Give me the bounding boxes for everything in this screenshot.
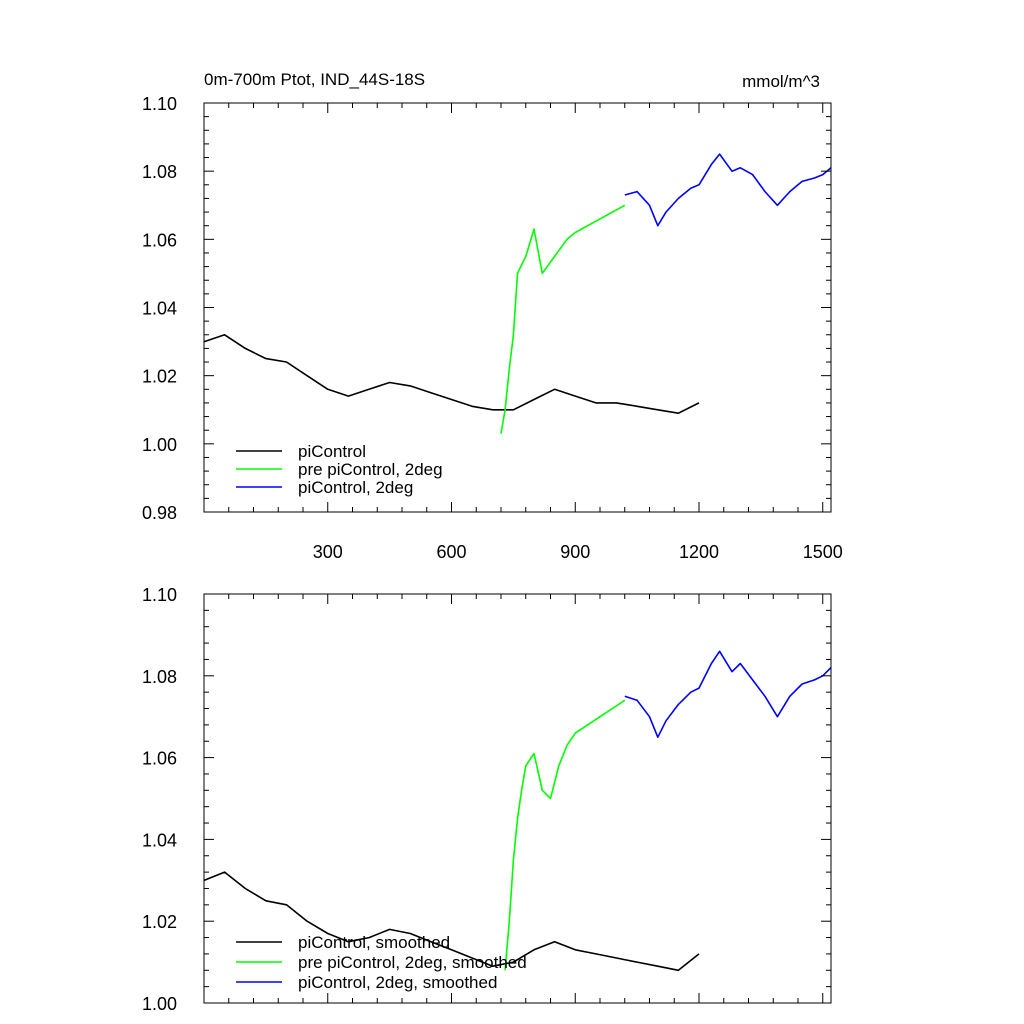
y-tick-label-1: 0.98 bbox=[142, 503, 177, 523]
y-tick-label-1: 1.00 bbox=[142, 994, 177, 1014]
legend-label-2: pre piControl, 2deg bbox=[298, 460, 443, 479]
series-line-2 bbox=[500, 204, 626, 434]
top-panel: 0m-700m Ptot, IND_44S-18S mmol/m^3 0.98 1… bbox=[142, 70, 843, 562]
y-tick-label-5: 1.06 bbox=[142, 230, 177, 250]
series-line-3 bbox=[624, 153, 832, 227]
legend-label-1: piControl, smoothed bbox=[298, 933, 450, 952]
x-tick-label-3: 900 bbox=[560, 542, 590, 562]
x-tick-label-2: 600 bbox=[436, 542, 466, 562]
series-line-3 bbox=[624, 650, 832, 739]
y-tick-label-3: 1.04 bbox=[142, 830, 177, 850]
series-line-1 bbox=[204, 333, 700, 415]
y-tick-label-2: 1.00 bbox=[142, 435, 177, 455]
chart-title: 0m-700m Ptot, IND_44S-18S bbox=[204, 70, 425, 89]
y-tick-label-2: 1.02 bbox=[142, 912, 177, 932]
legend-label-1: piControl bbox=[298, 442, 366, 461]
y-tick-label-6: 1.08 bbox=[142, 162, 177, 182]
x-tick-label-1: 300 bbox=[313, 542, 343, 562]
legend-label-3: piControl, 2deg bbox=[298, 478, 413, 497]
y-tick-label-6: 1.10 bbox=[142, 585, 177, 605]
legend-label-3: piControl, 2deg, smoothed bbox=[298, 973, 497, 992]
y-tick-label-3: 1.02 bbox=[142, 367, 177, 387]
bottom-plot-frame bbox=[203, 593, 832, 1004]
bottom-panel: 1.00 1.02 1.04 1.06 1.08 1.10 piControl, smoo… bbox=[142, 585, 832, 1014]
x-tick-label-5: 1500 bbox=[803, 542, 843, 562]
y-tick-label-5: 1.08 bbox=[142, 667, 177, 687]
x-tick-label-4: 1200 bbox=[679, 542, 719, 562]
series-line-2 bbox=[504, 699, 626, 971]
y-tick-label-4: 1.06 bbox=[142, 749, 177, 769]
y-tick-label-7: 1.10 bbox=[142, 94, 177, 114]
legend-label-2: pre piControl, 2deg, smoothed bbox=[298, 953, 527, 972]
top-plot-frame bbox=[203, 102, 832, 513]
series-line-1 bbox=[204, 871, 700, 972]
units-label: mmol/m^3 bbox=[742, 72, 820, 91]
y-tick-label-4: 1.04 bbox=[142, 299, 177, 319]
